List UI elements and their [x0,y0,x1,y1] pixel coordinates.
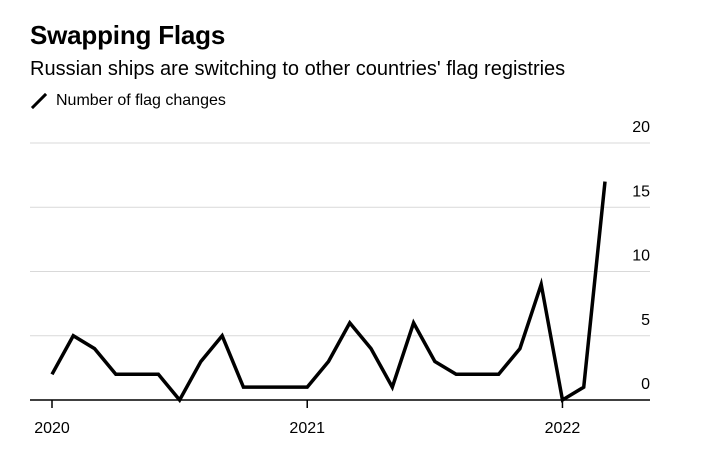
grid-lines [30,142,650,337]
x-tick-label-2022: 2022 [545,420,581,437]
chart-subtitle: Russian ships are switching to other cou… [30,58,566,80]
legend: Number of flag changes [30,91,226,111]
x-tick-label-2020: 2020 [34,420,70,437]
series-line-0 [50,181,607,404]
y-axis-labels: 0 5 10 15 20 [632,119,650,393]
y-tick-label-15: 15 [632,183,650,200]
chart-title: Swapping Flags [30,20,226,50]
legend-label: Number of flag changes [56,92,226,109]
x-tick-label-2021: 2021 [289,420,325,437]
y-tick-label-20: 20 [632,119,650,136]
x-axis [30,399,650,408]
y-tick-label-0: 0 [641,376,650,393]
line-swatch-icon [30,92,48,110]
y-tick-label-5: 5 [641,312,650,329]
x-axis-labels: 2020 2021 2022 [34,420,580,437]
y-tick-label-10: 10 [632,248,650,265]
series-layer [50,181,607,404]
